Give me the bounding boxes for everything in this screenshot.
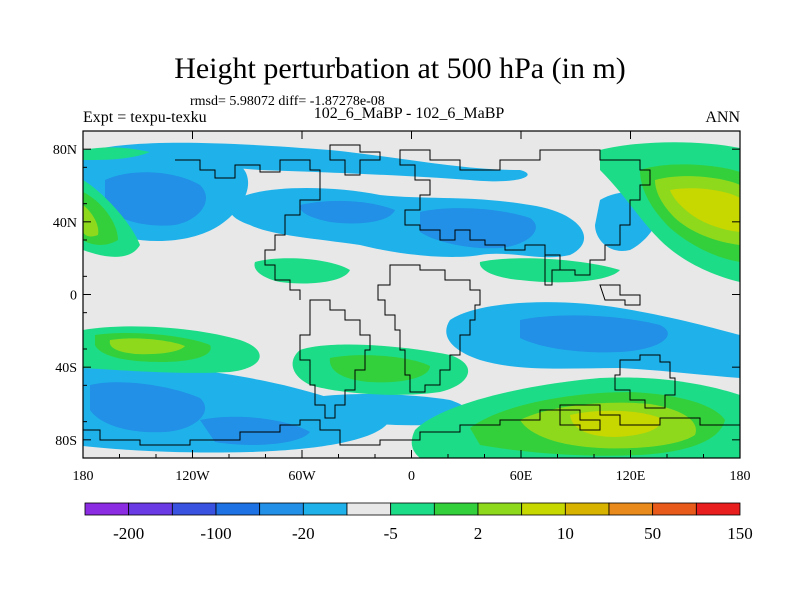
y-tick-label: 80N [53,143,77,158]
colorbar-label: 10 [557,524,574,543]
coastline-se-asia [599,284,641,306]
pos-region-west-max [83,205,99,237]
y-tick-label: 0 [70,289,77,304]
y-tick-label: 40S [55,361,77,376]
neg-core-sw [90,382,206,433]
coastline-south-america [299,299,371,419]
colorbar-box [84,502,130,516]
colorbar-box [171,502,217,516]
colorbar-labels: -200 -100 -20 -5 2 10 50 150 [113,524,753,543]
experiment-label: Expt = texpu-texku [83,109,207,126]
colorbar-label: 2 [474,524,483,543]
pos-region-central [254,258,350,284]
y-tick-label: 40N [53,216,77,231]
stats-text: rmsd= 5.98072 diff= -1.87278e-08 [190,94,385,109]
colorbar-box [215,502,261,516]
case-label: 102_6_MaBP - 102_6_MaBP [313,105,505,122]
x-tick-label: 60W [288,469,316,484]
x-tick-label: 60E [510,469,533,484]
colorbar [84,502,741,516]
coastline-antarctic-inner [559,409,601,431]
axis-ticks [82,130,741,459]
y-tick-label: 80S [55,434,77,449]
season-label: ANN [705,109,740,126]
coastlines [83,144,740,446]
coastline-north-america [175,159,321,300]
colorbar-box [564,502,610,516]
colorbar-box [128,502,173,516]
colorbar-label: -20 [292,524,315,543]
pos-region-east-mid [479,258,620,283]
colorbar-box [477,502,523,516]
colorbar-box [302,502,348,516]
x-tick-label: 0 [408,469,415,484]
neg-core-south [520,315,668,353]
coastline-greenland [329,144,381,176]
colorbar-box [259,502,304,516]
pos-region-ne-max [670,188,740,232]
colorbar-box [433,502,479,516]
coastline-africa [377,264,481,393]
colorbar-label: -200 [113,524,144,543]
neg-core-north-arc [299,200,395,224]
plot-title: Height perturbation at 500 hPa (in m) [174,52,626,85]
colorbar-label: 150 [727,524,753,543]
colorbar-label: -5 [384,524,398,543]
neg-core-sw2 [200,416,310,445]
axis-tick-labels: 180 120W 60W 0 60E 120E 180 80N 40N 0 40S 80S [53,143,751,484]
colorbar-box [608,502,654,516]
colorbar-box [652,502,697,516]
pos-region-south-west-max [109,338,185,355]
neg-region-north-cap [83,142,528,182]
colorbar-box [390,502,435,516]
contour-fields [83,142,740,458]
coastline-australia [614,354,676,409]
pos-region-north-strip [83,147,150,160]
colorbar-label: -100 [200,524,231,543]
colorbar-box [521,502,566,516]
colorbar-label: 50 [644,524,661,543]
x-tick-label: 180 [730,469,751,484]
colorbar-box [346,502,392,516]
x-tick-label: 120E [616,469,646,484]
neg-core-central [420,208,536,249]
coastline-india [544,254,561,286]
x-tick-label: 120W [175,469,210,484]
x-tick-label: 180 [73,469,94,484]
colorbar-box [695,502,741,516]
neg-region-south-atlantic [300,394,469,426]
neg-core-nw [105,172,206,226]
coastline-antarctica [83,404,740,446]
